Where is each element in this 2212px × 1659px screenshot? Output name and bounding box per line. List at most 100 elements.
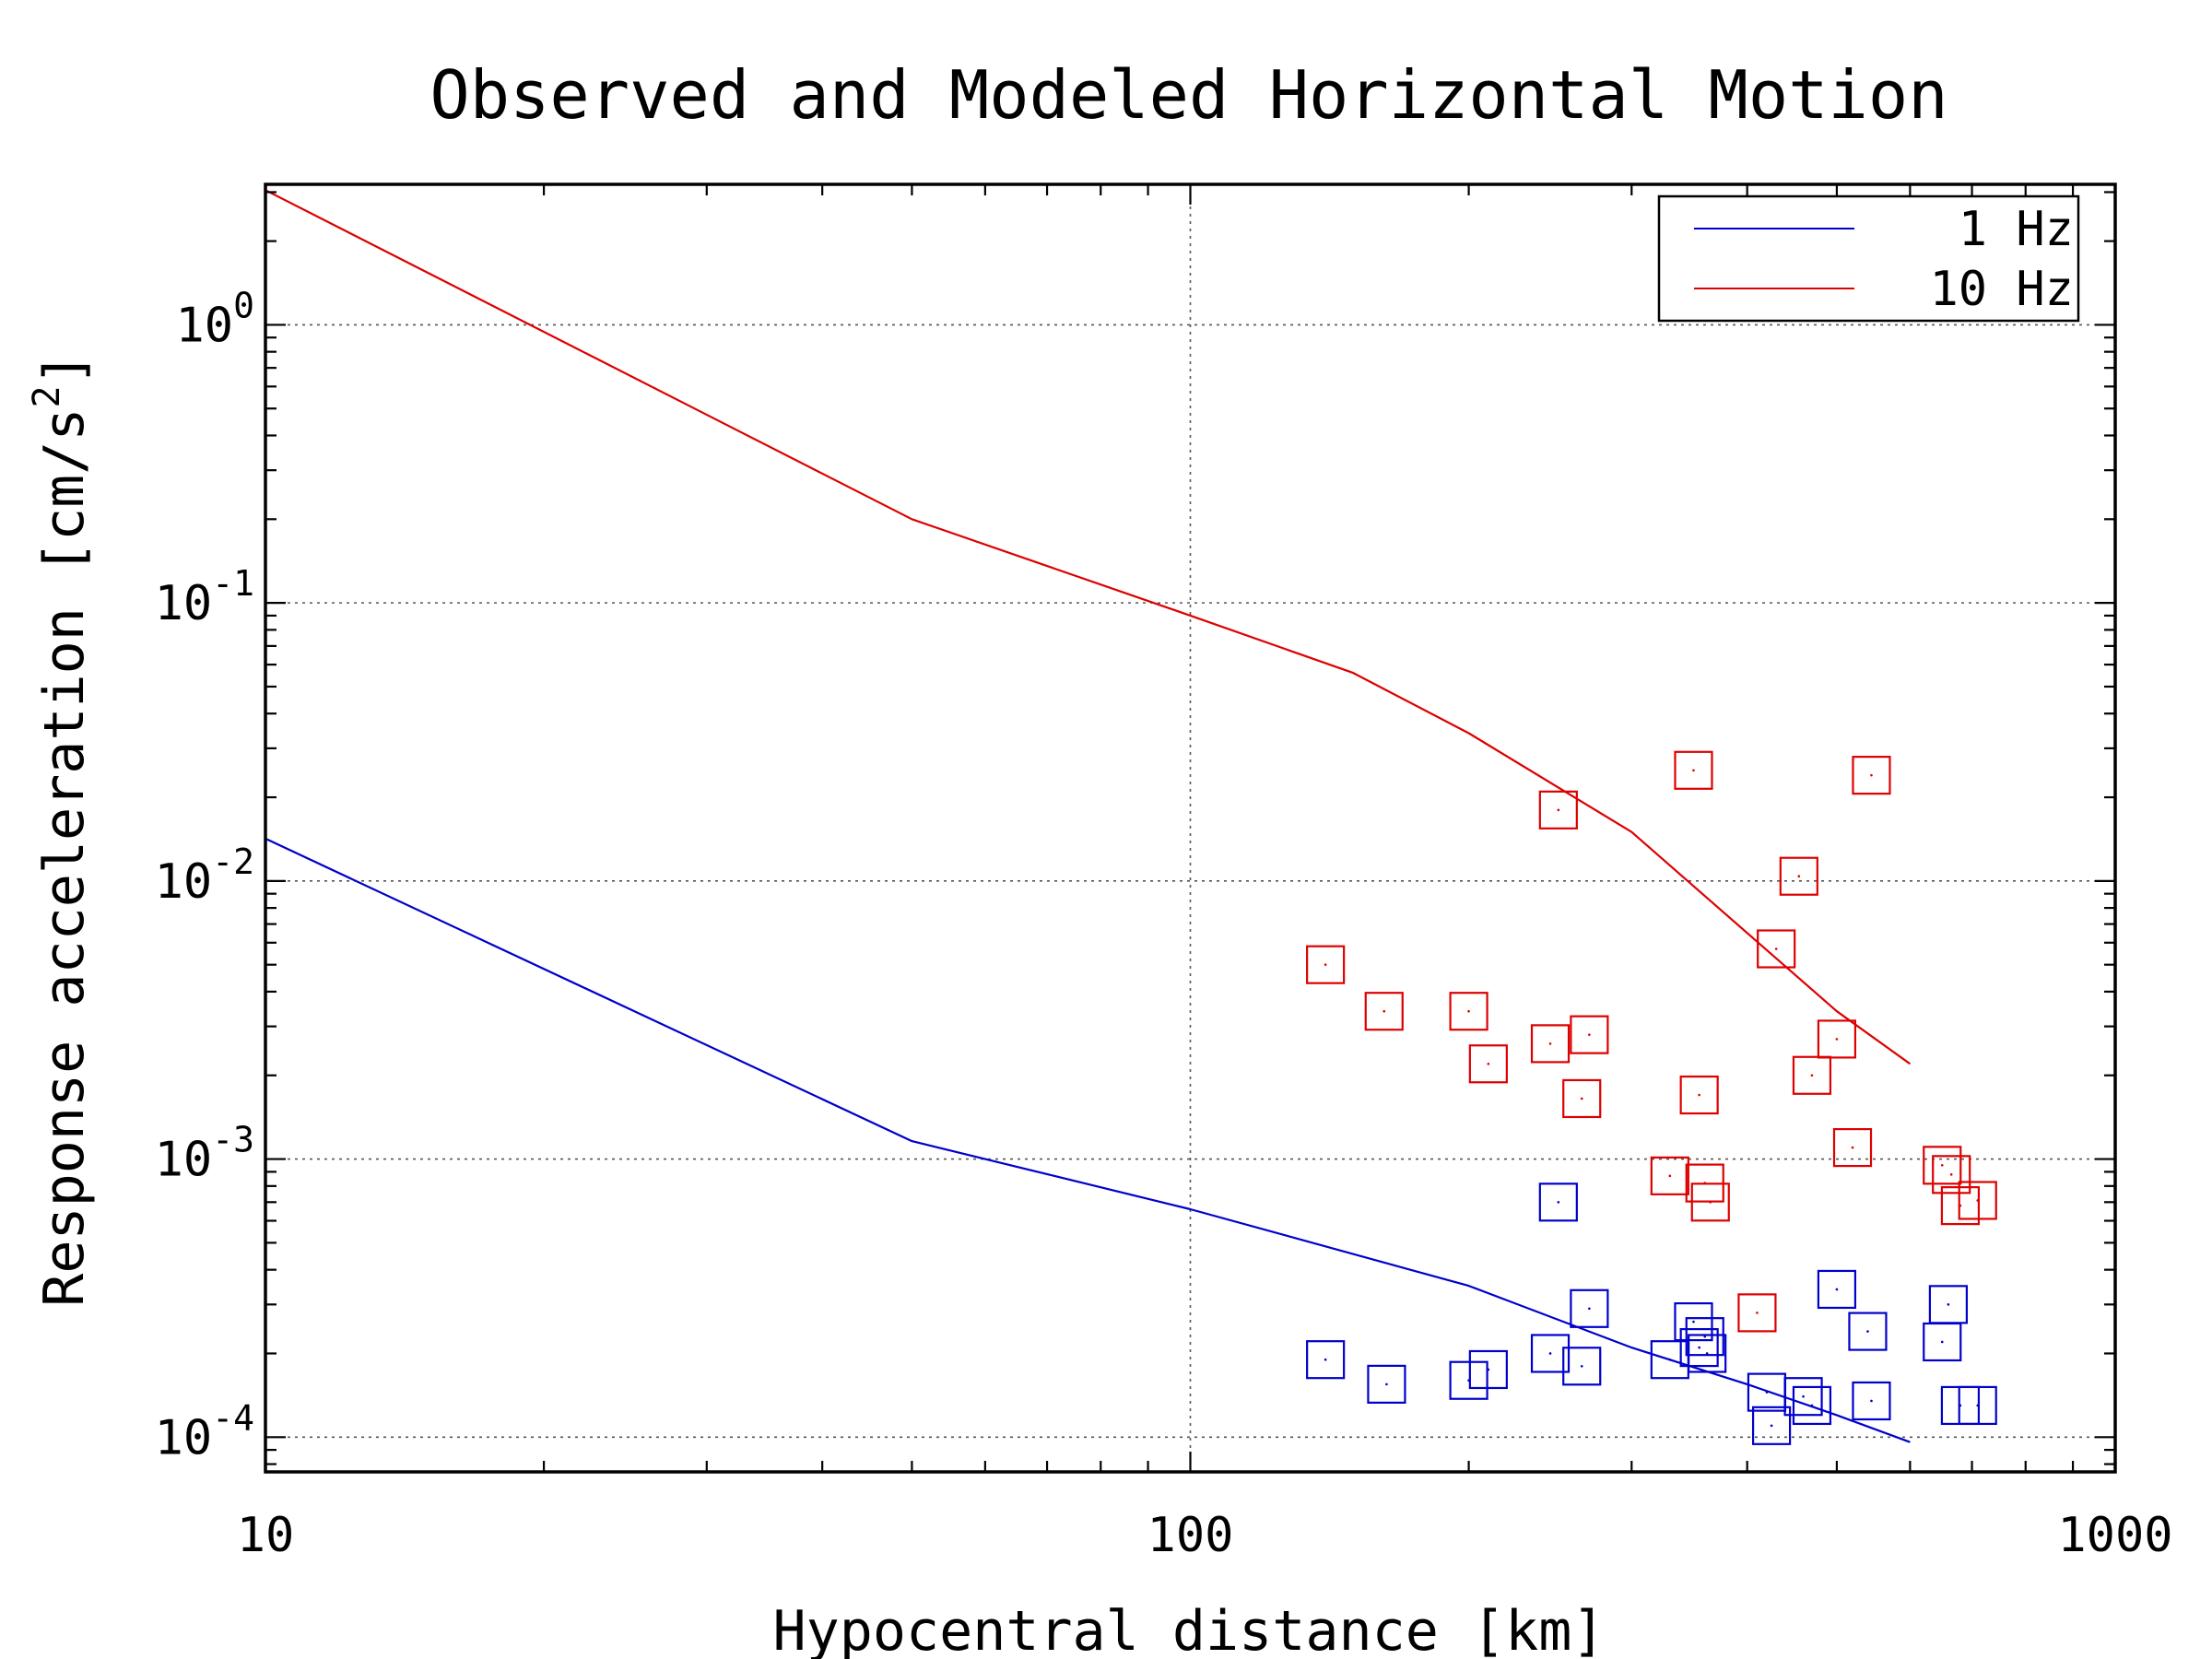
observed-marker-center-10hz xyxy=(1382,1009,1386,1013)
y-tick-label: 100 xyxy=(175,285,254,353)
observed-marker-1hz xyxy=(1783,1377,1823,1417)
observed-marker-center-10hz xyxy=(1797,875,1801,878)
observed-marker-10hz xyxy=(1538,790,1578,830)
y-axis-label: Response acceleration [cm/s2] xyxy=(26,352,97,1307)
observed-marker-center-1hz xyxy=(1668,1358,1672,1361)
grid-lines xyxy=(265,184,2115,1472)
x-tick-labels: 10 100 1000 xyxy=(237,1508,2173,1563)
x-axis-label: Hypocentral distance [km] xyxy=(772,1599,1605,1659)
observed-marker-center-10hz xyxy=(1557,808,1560,812)
y-tick-base: 10 xyxy=(155,1410,213,1465)
axis-ticks xyxy=(264,184,2115,1472)
y-tick-exponent: 0 xyxy=(233,285,254,325)
observed-marker-1hz xyxy=(1817,1269,1857,1310)
observed-marker-center-10hz xyxy=(1709,1201,1712,1204)
y-tick-base: 10 xyxy=(155,854,213,910)
observed-marker-10hz xyxy=(1852,756,1891,795)
observed-marker-10hz xyxy=(1817,1019,1857,1059)
observed-marker-1hz xyxy=(1751,1406,1792,1445)
observed-marker-10hz xyxy=(1779,856,1818,896)
observed-marker-center-1hz xyxy=(1324,1358,1327,1361)
observed-marker-center-10hz xyxy=(1324,963,1327,966)
observed-marker-center-10hz xyxy=(1976,1199,1980,1202)
observed-markers xyxy=(1306,750,1997,1445)
observed-marker-10hz xyxy=(1650,1156,1689,1195)
model-curve-10hz xyxy=(265,189,1912,1065)
observed-marker-center-1hz xyxy=(1765,1391,1769,1394)
observed-marker-center-10hz xyxy=(1467,1009,1470,1013)
legend-label-1hz: 1 Hz xyxy=(1959,202,2074,257)
observed-marker-10hz xyxy=(1932,1155,1971,1194)
observed-marker-center-1hz xyxy=(1385,1382,1388,1386)
observed-marker-center-1hz xyxy=(1557,1201,1560,1204)
y-axis-label-superscript: 2 xyxy=(26,385,68,407)
x-tick-label: 100 xyxy=(1147,1508,1234,1563)
observed-marker-center-10hz xyxy=(1487,1062,1490,1065)
observed-marker-center-10hz xyxy=(1870,773,1873,777)
observed-marker-1hz xyxy=(1468,1349,1508,1390)
observed-marker-center-10hz xyxy=(1548,1042,1552,1045)
observed-marker-10hz xyxy=(1737,1293,1777,1333)
observed-marker-center-10hz xyxy=(1949,1173,1953,1176)
observed-marker-10hz xyxy=(1792,1055,1832,1095)
observed-marker-center-1hz xyxy=(1692,1320,1695,1324)
observed-marker-1hz xyxy=(1928,1285,1969,1324)
observed-marker-1hz xyxy=(1685,1317,1724,1357)
y-tick-base: 10 xyxy=(155,576,213,631)
y-axis-label-suffix: ] xyxy=(32,352,97,385)
observed-marker-10hz xyxy=(1832,1127,1873,1168)
observed-marker-10hz xyxy=(1923,1146,1962,1185)
legend: 1 Hz 10 Hz xyxy=(1657,194,2080,323)
observed-marker-1hz xyxy=(1674,1301,1713,1342)
chart-title: Observed and Modeled Horizontal Motion xyxy=(429,56,1947,134)
observed-marker-center-1hz xyxy=(1770,1424,1773,1428)
y-axis-label-main: Response acceleration [cm/s xyxy=(32,407,97,1306)
observed-marker-1hz xyxy=(1570,1288,1609,1328)
observed-marker-center-1hz xyxy=(1866,1330,1869,1333)
observed-marker-1hz xyxy=(1538,1182,1578,1222)
observed-marker-center-1hz xyxy=(1487,1368,1490,1371)
legend-label-10hz: 10 Hz xyxy=(1929,262,2074,317)
y-tick-label: 10-2 xyxy=(155,841,254,910)
observed-marker-center-1hz xyxy=(1976,1404,1980,1407)
observed-marker-1hz xyxy=(1792,1385,1832,1426)
observed-marker-center-1hz xyxy=(1705,1352,1709,1355)
x-tick-label: 10 xyxy=(237,1508,295,1563)
y-tick-base: 10 xyxy=(175,298,233,353)
observed-marker-center-10hz xyxy=(1774,947,1778,950)
y-tick-label: 10-3 xyxy=(155,1120,254,1188)
y-tick-exponent: -1 xyxy=(212,563,254,604)
observed-marker-center-10hz xyxy=(1692,769,1695,772)
observed-marker-center-1hz xyxy=(1835,1288,1839,1291)
x-tick-label: 1000 xyxy=(2057,1508,2172,1563)
observed-marker-10hz xyxy=(1530,1024,1571,1064)
observed-marker-center-1hz xyxy=(1548,1352,1552,1355)
observed-marker-10hz xyxy=(1562,1078,1602,1119)
y-tick-exponent: -2 xyxy=(212,841,254,882)
observed-marker-1hz xyxy=(1530,1334,1571,1373)
observed-marker-10hz xyxy=(1674,750,1713,790)
observed-marker-center-1hz xyxy=(1588,1307,1591,1311)
observed-marker-10hz xyxy=(1690,1182,1730,1222)
observed-marker-center-1hz xyxy=(1698,1346,1700,1349)
observed-marker-center-10hz xyxy=(1810,1074,1814,1077)
observed-marker-center-10hz xyxy=(1756,1312,1759,1314)
observed-marker-center-1hz xyxy=(1802,1394,1805,1398)
observed-marker-center-10hz xyxy=(1835,1038,1839,1041)
y-tick-exponent: -4 xyxy=(212,1397,254,1438)
observed-marker-1hz xyxy=(1852,1381,1891,1421)
y-tick-label: 10-1 xyxy=(155,563,254,631)
observed-marker-10hz xyxy=(1757,929,1796,969)
observed-marker-10hz xyxy=(1449,992,1488,1031)
observed-marker-10hz xyxy=(1958,1181,1997,1220)
observed-marker-1hz xyxy=(1688,1334,1727,1373)
observed-marker-center-10hz xyxy=(1851,1146,1854,1149)
y-tick-base: 10 xyxy=(155,1133,213,1188)
y-tick-label: 10-4 xyxy=(155,1397,254,1465)
observed-marker-10hz xyxy=(1468,1044,1508,1084)
observed-marker-1hz xyxy=(1679,1327,1719,1368)
observed-marker-center-1hz xyxy=(1580,1364,1583,1368)
observed-marker-10hz xyxy=(1940,1186,1981,1226)
observed-marker-center-1hz xyxy=(1947,1303,1950,1306)
plot-frame xyxy=(264,182,2117,1474)
